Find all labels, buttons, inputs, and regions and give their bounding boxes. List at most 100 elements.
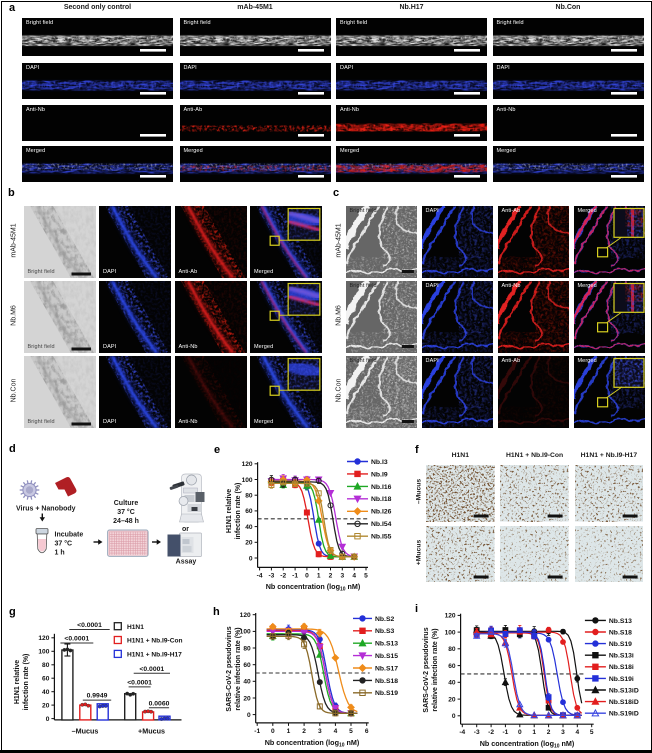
svg-text:Nb.I26: Nb.I26 [371,509,392,516]
svg-text:40: 40 [243,679,251,686]
svg-text:4: 4 [575,729,579,736]
svg-text:20: 20 [42,702,50,709]
svg-text:5: 5 [349,728,353,735]
svg-text:H1N1 relative: H1N1 relative [226,489,233,533]
svg-text:2: 2 [547,729,551,736]
svg-text:Nb.S18i: Nb.S18i [609,664,634,671]
svg-text:60: 60 [245,508,253,515]
svg-text:Nb concentration (log10 nM): Nb concentration (log10 nM) [480,739,575,750]
svg-text:-1: -1 [292,572,298,579]
svg-text:1 h: 1 h [55,550,65,557]
svg-text:37 °C: 37 °C [55,540,73,548]
svg-text:80: 80 [245,493,253,500]
svg-text:0: 0 [452,713,456,720]
svg-text:H1N1 + Nb.I9-H17: H1N1 + Nb.I9-H17 [127,652,182,659]
svg-text:80: 80 [448,646,456,653]
svg-text:3: 3 [561,729,565,736]
svg-text:1: 1 [317,572,321,579]
svg-text:Nb.S13: Nb.S13 [375,641,398,648]
svg-text:80: 80 [243,645,251,652]
svg-text:80: 80 [42,662,50,669]
svg-text:-3: -3 [268,572,274,579]
svg-text:0: 0 [46,716,50,723]
svg-text:Nb.S18: Nb.S18 [375,678,398,685]
svg-text:4: 4 [334,728,338,735]
svg-text:H1N1: H1N1 [127,624,144,631]
svg-text:Nb.I9: Nb.I9 [371,471,388,478]
svg-text:<0.0001: <0.0001 [77,622,102,629]
svg-text:100: 100 [242,477,253,484]
svg-text:Nb.S2: Nb.S2 [375,616,394,623]
svg-text:–Mucus: –Mucus [72,727,99,736]
svg-text:<0.0001: <0.0001 [127,680,152,687]
svg-text:120: 120 [445,613,456,620]
svg-text:-2: -2 [280,572,286,579]
svg-text:-2: -2 [488,729,494,736]
svg-text:60: 60 [42,676,50,683]
svg-text:0: 0 [305,572,309,579]
svg-text:Nb.S17: Nb.S17 [375,665,398,672]
svg-text:-1: -1 [254,728,260,735]
svg-text:H1N1 relative: H1N1 relative [14,660,21,704]
svg-text:Nb.S15: Nb.S15 [375,653,398,660]
svg-text:0: 0 [247,712,251,719]
svg-text:Nb concentration (log10 nM): Nb concentration (log10 nM) [265,738,360,749]
svg-text:37 °C: 37 °C [117,508,135,516]
svg-text:120: 120 [242,461,253,468]
svg-text:Nb.I16: Nb.I16 [371,484,392,491]
svg-text:<0.0001: <0.0001 [64,636,89,643]
svg-text:Nb.S19: Nb.S19 [375,690,398,697]
svg-text:4: 4 [352,572,356,579]
svg-text:2: 2 [329,572,333,579]
svg-text:6: 6 [365,728,369,735]
svg-text:Nb.S18iD: Nb.S18iD [609,699,639,706]
svg-text:Nb.I3: Nb.I3 [371,459,388,466]
svg-text:Nb.S18: Nb.S18 [609,629,632,636]
svg-text:100: 100 [445,629,456,636]
svg-text:Nb.S13: Nb.S13 [609,618,632,625]
svg-text:infection rate (%): infection rate (%) [235,483,242,540]
svg-text:60: 60 [243,662,251,669]
svg-text:0: 0 [271,728,275,735]
svg-text:Nb.S19i: Nb.S19i [609,676,634,683]
svg-text:-4: -4 [459,729,465,736]
svg-text:Culture: Culture [114,500,139,507]
svg-text:24–48 h: 24–48 h [113,518,139,525]
svg-text:Nb concentration (log10 nM): Nb concentration (log10 nM) [266,582,361,593]
svg-text:0.0060: 0.0060 [149,701,170,708]
svg-text:100: 100 [240,629,251,636]
svg-text:60: 60 [448,663,456,670]
svg-text:SARS-CoV-2 pseudovirus: SARS-CoV-2 pseudovirus [423,627,430,712]
svg-text:-3: -3 [474,729,480,736]
svg-text:120: 120 [240,612,251,619]
svg-text:Nb.S3: Nb.S3 [375,628,394,635]
svg-text:-4: -4 [257,572,263,579]
svg-text:40: 40 [448,680,456,687]
svg-text:Nb.S19iD: Nb.S19iD [609,711,639,718]
svg-text:SARS-CoV-2 pseudovirus: SARS-CoV-2 pseudovirus [226,626,233,711]
svg-text:e: e [214,444,220,456]
svg-text:40: 40 [245,524,253,531]
svg-text:g: g [9,606,16,618]
svg-text:Nb.I18: Nb.I18 [371,496,392,503]
svg-text:0.9949: 0.9949 [87,693,108,700]
svg-text:Nb.S13i: Nb.S13i [609,653,634,660]
svg-text:20: 20 [448,696,456,703]
svg-text:Nb.I55: Nb.I55 [371,534,392,541]
svg-text:Nb.S13iD: Nb.S13iD [609,687,639,694]
svg-text:100: 100 [38,649,49,656]
svg-text:H1N1 + Nb.I9-Con: H1N1 + Nb.I9-Con [127,638,183,645]
svg-text:<0.0001: <0.0001 [139,666,164,673]
svg-text:5: 5 [364,572,368,579]
svg-text:Incubate: Incubate [55,532,84,539]
svg-text:+Mucus: +Mucus [138,727,165,736]
svg-text:infection rate (%): infection rate (%) [23,654,30,711]
svg-text:Nb.I54: Nb.I54 [371,521,392,528]
svg-text:0: 0 [518,729,522,736]
svg-text:-1: -1 [502,729,508,736]
svg-text:1: 1 [532,729,536,736]
svg-text:5: 5 [590,729,594,736]
svg-text:40: 40 [42,689,50,696]
svg-text:1: 1 [287,728,291,735]
svg-text:120: 120 [38,635,49,642]
